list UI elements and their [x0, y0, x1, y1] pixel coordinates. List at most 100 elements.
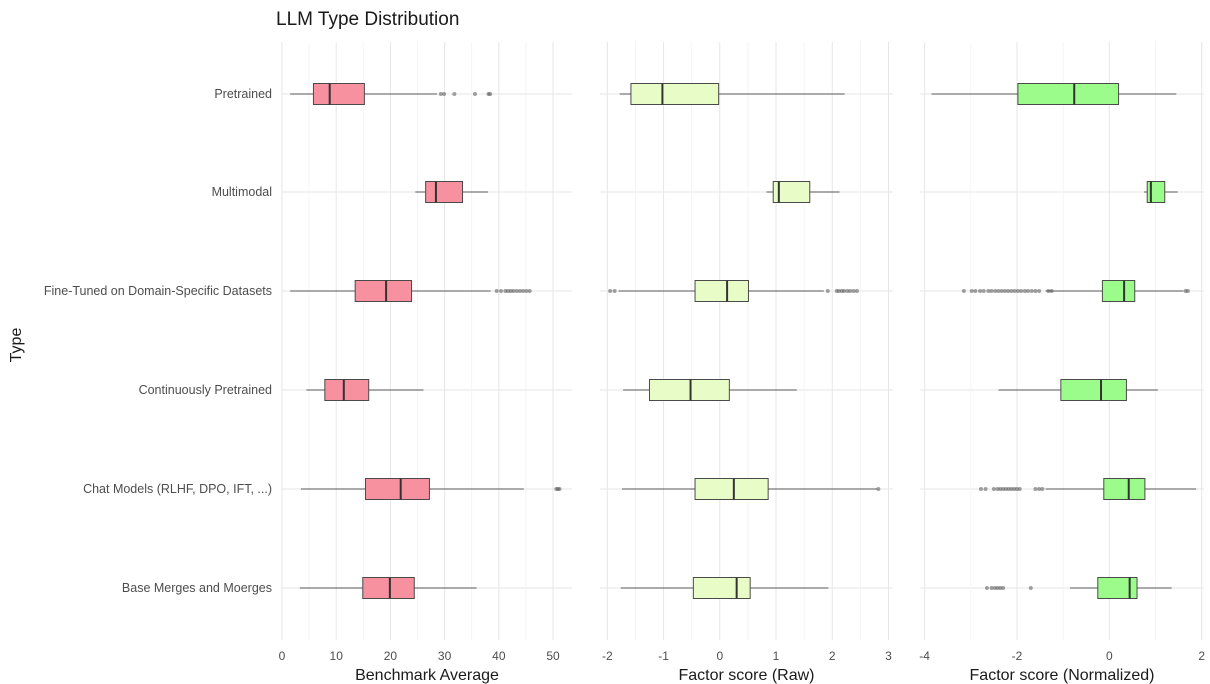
- outlier-point: [438, 92, 443, 96]
- box-iqr: [364, 478, 430, 500]
- box-iqr: [630, 83, 720, 105]
- outlier-point: [1185, 289, 1190, 293]
- x-tick-label: 1: [773, 649, 780, 663]
- outlier-point: [998, 487, 1003, 491]
- outlier-point: [961, 289, 966, 293]
- outlier-point: [845, 289, 850, 293]
- box-iqr: [425, 181, 464, 203]
- outlier-point: [989, 289, 994, 293]
- x-tick-label: -2: [602, 649, 613, 663]
- box-group: [619, 83, 845, 105]
- box-group: [290, 280, 532, 302]
- box-iqr: [362, 577, 415, 599]
- outlier-point: [842, 289, 847, 293]
- outlier-point: [978, 289, 983, 293]
- x-axis-title: Benchmark Average: [355, 667, 499, 684]
- x-tick-label: 3: [885, 649, 892, 663]
- x-tick-label: 30: [438, 649, 452, 663]
- outlier-point: [521, 289, 526, 293]
- box-iqr: [772, 181, 811, 203]
- outlier-point: [983, 487, 988, 491]
- outlier-point: [612, 289, 617, 293]
- box-iqr: [694, 478, 769, 500]
- outlier-point: [1015, 289, 1020, 293]
- x-tick-label: 0: [716, 649, 723, 663]
- box-group: [306, 379, 424, 401]
- outlier-point: [973, 289, 978, 293]
- outlier-point: [986, 289, 991, 293]
- outlier-point: [527, 289, 532, 293]
- box-group: [961, 280, 1190, 302]
- x-tick-label: 0: [1106, 649, 1113, 663]
- outlier-point: [557, 487, 562, 491]
- x-tick-label: 20: [384, 649, 398, 663]
- x-tick-label: 10: [330, 649, 344, 663]
- box-iqr: [1017, 83, 1120, 105]
- outlier-point: [1033, 289, 1038, 293]
- outlier-point: [855, 289, 860, 293]
- outlier-point: [524, 289, 529, 293]
- outlier-point: [498, 289, 503, 293]
- category-label: Pretrained: [214, 87, 272, 101]
- box-group: [978, 478, 1197, 500]
- outlier-point: [1006, 487, 1011, 491]
- x-tick-label: -1: [658, 649, 669, 663]
- box-group: [623, 379, 797, 401]
- outlier-point: [1028, 586, 1033, 590]
- x-tick-label: -2: [1012, 649, 1023, 663]
- box-iqr: [324, 379, 370, 401]
- x-tick-label: 40: [492, 649, 506, 663]
- box-iqr: [1103, 478, 1146, 500]
- outlier-point: [1014, 487, 1019, 491]
- x-tick-label: 2: [829, 649, 836, 663]
- box-group: [931, 83, 1177, 105]
- box-iqr: [648, 379, 730, 401]
- outlier-point: [1022, 289, 1027, 293]
- outlier-point: [1009, 487, 1014, 491]
- outlier-point: [1029, 289, 1034, 293]
- box-group: [620, 577, 829, 599]
- outlier-point: [1026, 289, 1031, 293]
- outlier-point: [442, 92, 447, 96]
- outlier-point: [1001, 586, 1006, 590]
- chart-title: LLM Type Distribution: [276, 9, 459, 30]
- outlier-point: [984, 586, 989, 590]
- x-tick-label: 2: [1198, 649, 1205, 663]
- outlier-point: [851, 289, 856, 293]
- x-tick-label: 0: [279, 649, 286, 663]
- labels-layer: Pretrained Multimodal Fine-Tuned on Domain…: [44, 87, 1205, 684]
- outlier-point: [969, 289, 974, 293]
- outlier-point: [1009, 289, 1014, 293]
- outlier-point: [991, 487, 996, 491]
- x-axis-title: Factor score (Normalized): [970, 667, 1155, 684]
- outlier-point: [995, 487, 1000, 491]
- outlier-point: [995, 586, 1000, 590]
- outlier-point: [1003, 487, 1008, 491]
- grid-layer: [281, 42, 1204, 640]
- box-group: [290, 83, 493, 105]
- outlier-point: [1019, 289, 1024, 293]
- box-iqr: [1097, 577, 1138, 599]
- box-group: [766, 181, 840, 203]
- outlier-point: [608, 289, 613, 293]
- box-group: [415, 181, 488, 203]
- category-label: Fine-Tuned on Domain-Specific Datasets: [44, 284, 272, 298]
- box-iqr: [354, 280, 413, 302]
- outlier-point: [978, 487, 983, 491]
- marks-layer: [290, 83, 1197, 599]
- outlier-point: [1040, 487, 1045, 491]
- outlier-point: [993, 289, 998, 293]
- outlier-point: [1037, 289, 1042, 293]
- outlier-point: [452, 92, 457, 96]
- outlier-point: [494, 289, 499, 293]
- outlier-point: [1017, 487, 1022, 491]
- outlier-point: [876, 487, 881, 491]
- outlier-point: [1006, 289, 1011, 293]
- outlier-point: [1049, 289, 1054, 293]
- box-group: [608, 280, 860, 302]
- outlier-point: [514, 289, 519, 293]
- outlier-point: [1012, 289, 1017, 293]
- outlier-point: [992, 586, 997, 590]
- outlier-point: [981, 289, 986, 293]
